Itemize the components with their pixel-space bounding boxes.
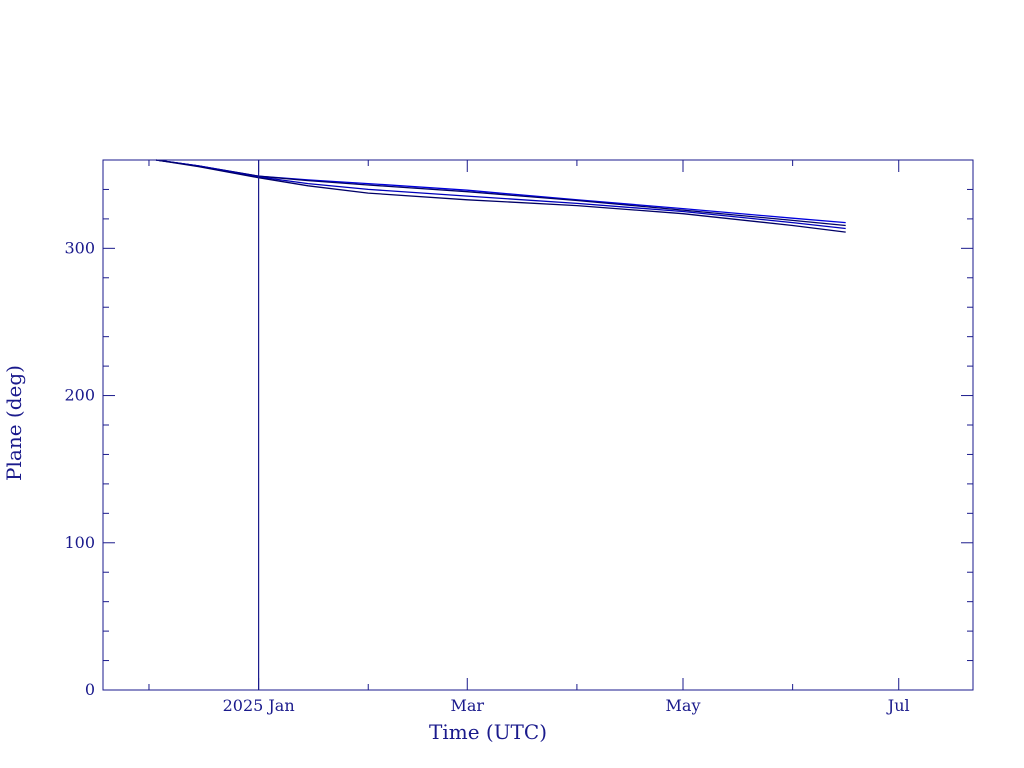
series-line-3 — [155, 159, 846, 230]
y-axis-label: Plane (deg) — [2, 365, 26, 481]
x-tick-label: 2025 Jan — [223, 696, 295, 715]
x-tick-label: May — [666, 696, 701, 715]
x-tick-label: Jul — [886, 696, 910, 715]
x-tick-labels: 2025 Jan Mar May Jul — [223, 696, 910, 715]
series-layer — [155, 159, 846, 233]
x-tick-label: Mar — [450, 696, 484, 715]
y-tick-label: 100 — [64, 533, 95, 552]
y-tick-label: 0 — [85, 680, 95, 699]
series-line-4 — [155, 159, 846, 233]
x-axis-label: Time (UTC) — [429, 720, 547, 744]
minor-ticks — [103, 160, 973, 690]
plot-frame — [102, 159, 974, 691]
y-tick-labels: 0 100 200 300 — [64, 238, 95, 699]
series-line-1 — [155, 159, 846, 224]
y-tick-label: 300 — [64, 238, 95, 257]
major-ticks — [103, 160, 973, 691]
y-tick-label: 200 — [64, 386, 95, 405]
